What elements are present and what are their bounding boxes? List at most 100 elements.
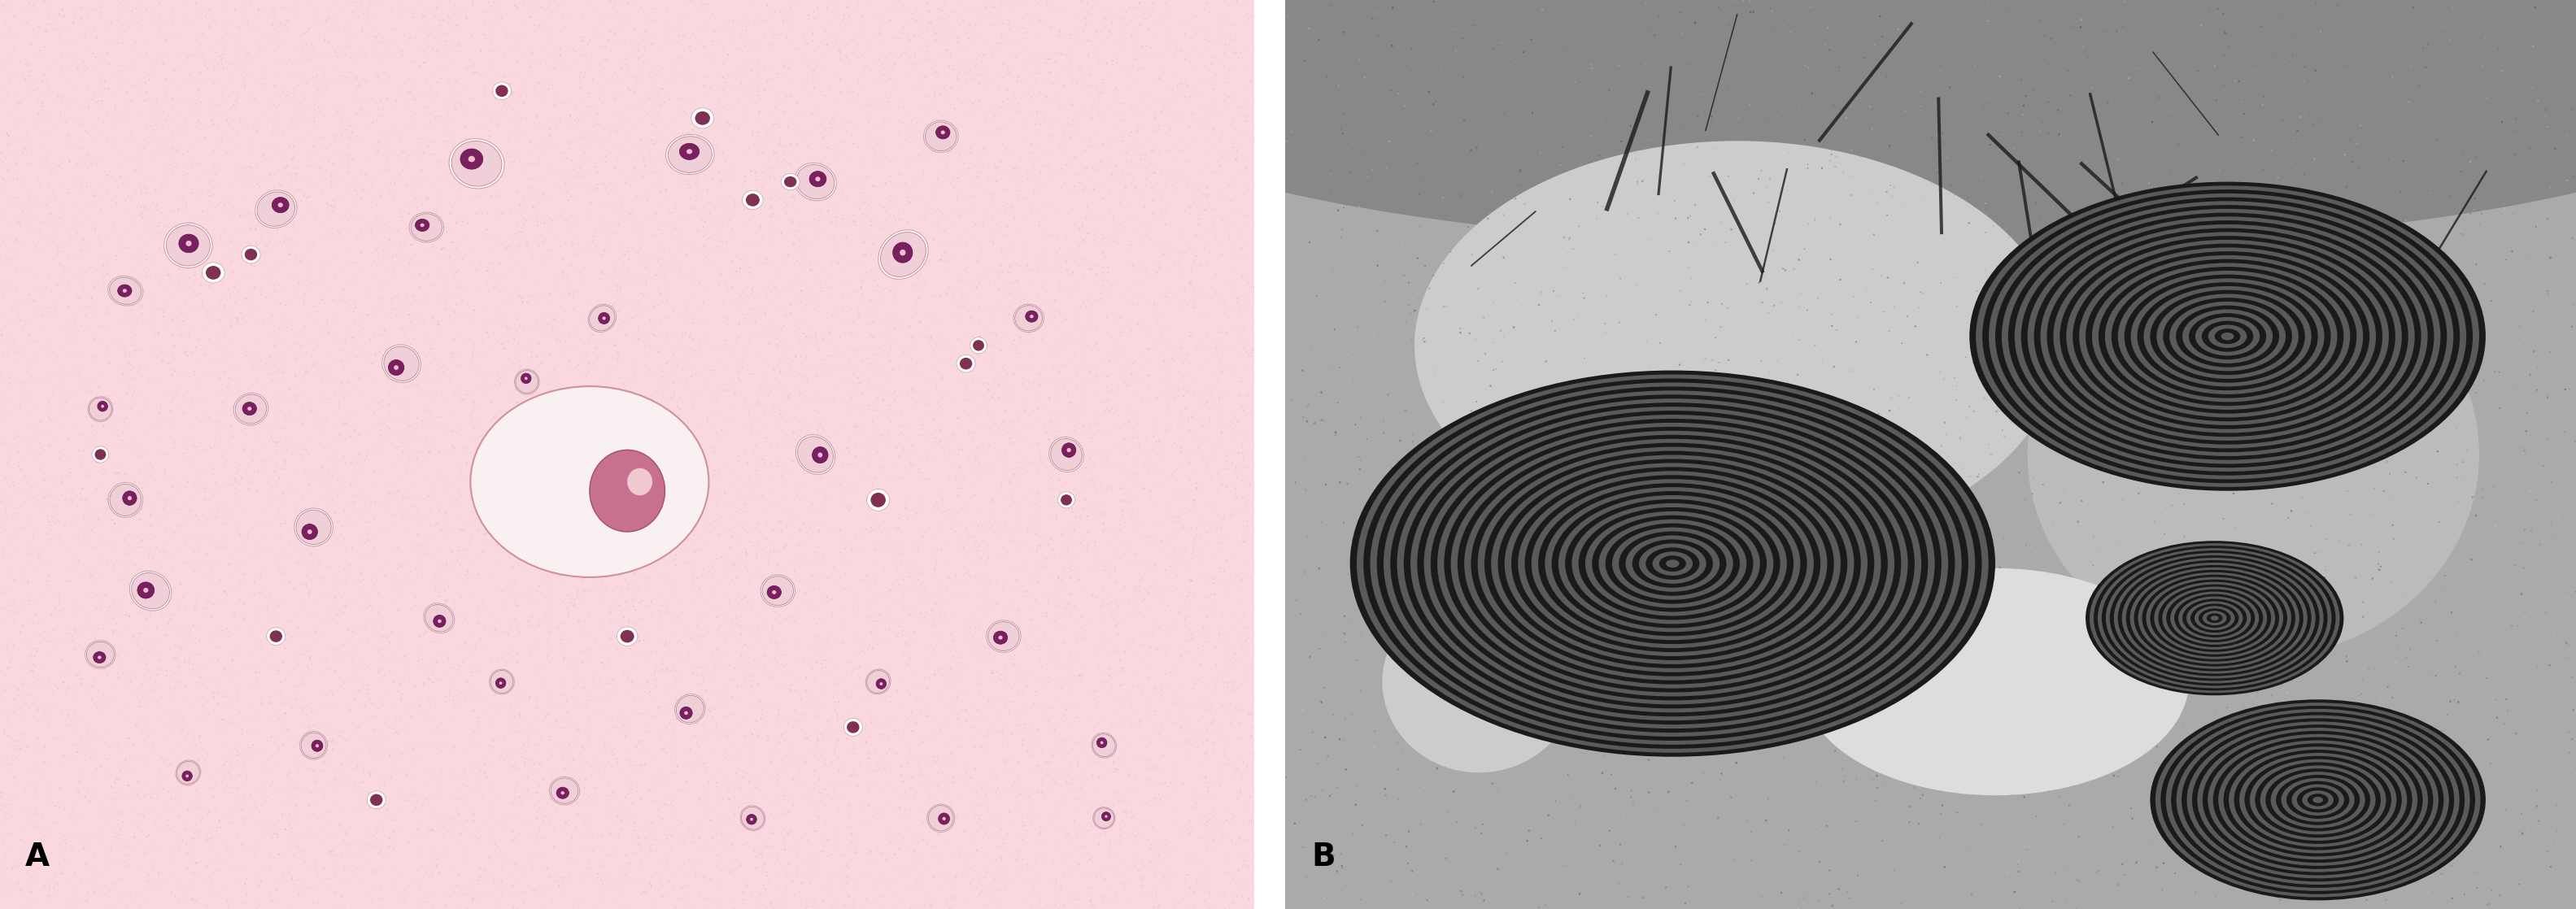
Point bbox=[270, 118, 312, 133]
Point bbox=[927, 451, 969, 465]
Point bbox=[484, 829, 526, 844]
Point bbox=[850, 134, 891, 148]
Point bbox=[0, 472, 39, 486]
Point bbox=[1012, 474, 1054, 488]
Point bbox=[1079, 508, 1121, 523]
Point bbox=[209, 116, 250, 131]
Point bbox=[250, 713, 291, 727]
Point bbox=[39, 877, 80, 892]
Point bbox=[384, 562, 425, 576]
Point bbox=[999, 560, 1041, 574]
Point bbox=[520, 761, 562, 775]
Point bbox=[956, 900, 997, 909]
Point bbox=[507, 447, 549, 462]
Point bbox=[760, 487, 801, 502]
Point bbox=[533, 363, 574, 377]
Point bbox=[649, 131, 690, 145]
Point bbox=[227, 261, 268, 275]
Point bbox=[222, 312, 263, 326]
Point bbox=[1100, 835, 1141, 850]
Point bbox=[1002, 536, 1043, 551]
Point bbox=[922, 3, 963, 17]
Point bbox=[31, 148, 72, 163]
Point bbox=[54, 352, 95, 366]
Point bbox=[822, 674, 863, 688]
Point bbox=[961, 245, 1002, 260]
Point bbox=[569, 247, 611, 262]
Point bbox=[775, 510, 817, 524]
Point bbox=[2251, 143, 2293, 157]
Point bbox=[1332, 269, 1373, 284]
Point bbox=[381, 884, 422, 898]
Point bbox=[806, 836, 848, 851]
Point bbox=[889, 27, 930, 42]
Point bbox=[175, 635, 216, 650]
Point bbox=[724, 230, 765, 245]
Point bbox=[448, 878, 489, 893]
Point bbox=[270, 825, 312, 840]
Point bbox=[1664, 484, 1705, 498]
Point bbox=[672, 262, 714, 276]
Point bbox=[636, 724, 677, 739]
Point bbox=[103, 799, 144, 814]
Point bbox=[665, 251, 706, 265]
Point bbox=[286, 581, 327, 595]
Point bbox=[515, 834, 556, 848]
Point bbox=[440, 654, 482, 669]
Point bbox=[1226, 774, 1267, 789]
Point bbox=[1224, 659, 1265, 674]
Point bbox=[103, 284, 144, 298]
Point bbox=[1141, 337, 1182, 352]
Point bbox=[680, 854, 721, 868]
Point bbox=[706, 204, 747, 218]
Point bbox=[363, 258, 404, 273]
Point bbox=[0, 826, 31, 841]
Point bbox=[1064, 272, 1105, 286]
Point bbox=[1141, 61, 1182, 75]
Point bbox=[618, 620, 659, 634]
Point bbox=[229, 0, 270, 9]
Point bbox=[167, 864, 209, 878]
Point bbox=[1224, 183, 1265, 197]
Point bbox=[1115, 669, 1157, 684]
Point bbox=[1054, 854, 1095, 869]
Point bbox=[477, 885, 518, 900]
Point bbox=[70, 3, 111, 17]
Point bbox=[1118, 631, 1159, 645]
Point bbox=[142, 11, 183, 25]
Point bbox=[417, 5, 459, 20]
Point bbox=[1072, 35, 1113, 50]
Point bbox=[0, 484, 36, 499]
Point bbox=[211, 587, 252, 602]
Point bbox=[1030, 196, 1072, 211]
Point bbox=[2517, 94, 2558, 108]
Point bbox=[412, 242, 453, 256]
Point bbox=[1079, 234, 1121, 248]
Point bbox=[922, 667, 963, 682]
Point bbox=[440, 465, 482, 480]
Point bbox=[0, 875, 39, 890]
Point bbox=[428, 489, 469, 504]
Point bbox=[621, 557, 662, 572]
Point bbox=[904, 809, 945, 824]
Point bbox=[448, 114, 489, 128]
Point bbox=[1172, 75, 1213, 89]
Point bbox=[1229, 894, 1270, 908]
Point bbox=[652, 558, 693, 573]
Point bbox=[495, 411, 536, 425]
Point bbox=[636, 67, 677, 82]
Point bbox=[1211, 199, 1252, 214]
Point bbox=[2388, 419, 2429, 434]
Point bbox=[155, 340, 196, 355]
Point bbox=[407, 428, 448, 443]
Point bbox=[953, 766, 994, 781]
Point bbox=[1224, 501, 1265, 515]
Point bbox=[605, 664, 647, 679]
Point bbox=[108, 871, 149, 885]
Point bbox=[1206, 110, 1247, 125]
Point bbox=[1625, 335, 1667, 349]
Point bbox=[987, 34, 1028, 48]
Point bbox=[258, 435, 299, 449]
Point bbox=[0, 624, 41, 639]
Point bbox=[848, 431, 889, 445]
